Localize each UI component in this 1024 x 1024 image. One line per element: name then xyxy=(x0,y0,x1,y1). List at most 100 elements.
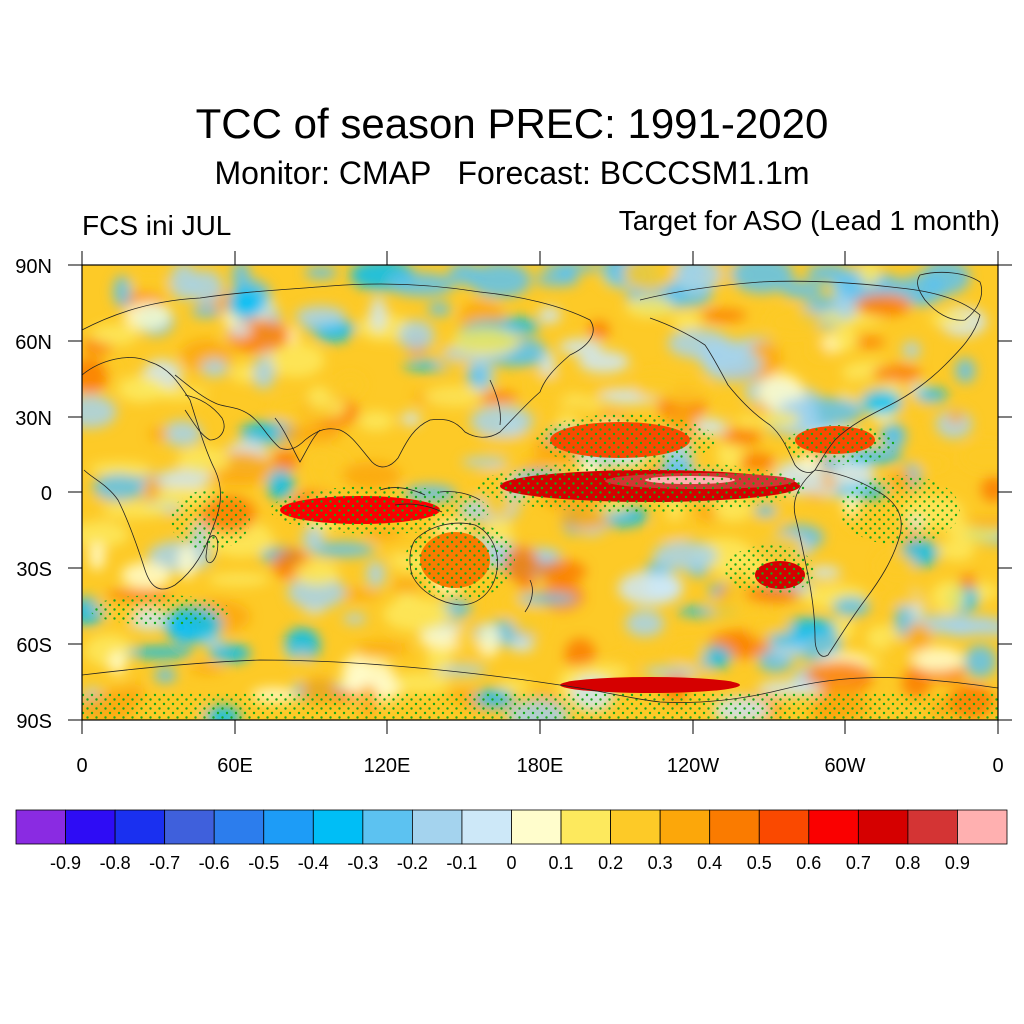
longitude-ticks xyxy=(81,251,999,734)
field-blob xyxy=(357,411,395,431)
lat-label-eq: 0 xyxy=(41,483,52,505)
colorbar-box xyxy=(461,809,512,845)
field-blob xyxy=(82,521,129,548)
field-blob xyxy=(559,338,603,356)
field-blob xyxy=(980,476,998,503)
field-blob xyxy=(392,578,421,597)
field-blob xyxy=(766,307,823,336)
plot-subtitle: Monitor: CMAP Forecast: BCCCSM1.1m xyxy=(214,155,810,191)
field-blob xyxy=(310,448,329,485)
field-blob xyxy=(916,387,948,403)
field-blob xyxy=(928,311,973,327)
field-blob xyxy=(191,305,221,318)
field-blob xyxy=(294,560,340,586)
target-label: Target for ASO (Lead 1 month) xyxy=(618,205,1000,236)
latitude-ticks xyxy=(68,264,1012,721)
field-blob xyxy=(558,265,577,282)
field-blob xyxy=(966,517,998,529)
field-blob xyxy=(930,581,966,613)
colorbar-label: 0.6 xyxy=(796,853,821,873)
colorbar-box xyxy=(114,809,166,845)
colorbar-label: -0.9 xyxy=(50,853,81,873)
eurasia-coast xyxy=(82,283,594,468)
field-blob xyxy=(102,502,168,519)
field-blob xyxy=(228,323,252,338)
colorbar-box xyxy=(907,809,958,845)
field-blob xyxy=(396,592,418,606)
field-blob xyxy=(894,604,913,637)
field-blob xyxy=(267,342,325,378)
field-blob xyxy=(129,383,172,396)
field-blob xyxy=(739,452,775,472)
field-blob xyxy=(287,575,346,609)
field-blob xyxy=(652,541,718,571)
lon-label-60e: 60E xyxy=(217,755,253,777)
field-blob xyxy=(974,616,994,627)
field-blob xyxy=(560,509,610,531)
field-blob xyxy=(121,279,185,292)
colorbar-box xyxy=(957,809,1008,845)
field-blob xyxy=(901,666,931,698)
field-blob xyxy=(942,614,980,638)
field-blob xyxy=(959,574,978,590)
field-blob xyxy=(831,326,858,352)
field-blob xyxy=(88,542,106,571)
field-blob xyxy=(357,314,412,342)
field-blob xyxy=(108,650,127,675)
field-blob xyxy=(509,638,535,652)
field-blob xyxy=(121,562,172,589)
field-blob xyxy=(200,358,229,377)
field-blob xyxy=(448,265,480,286)
lat-label-90s: 90S xyxy=(16,711,52,733)
field-blob xyxy=(511,607,547,638)
colorbar-box xyxy=(411,809,463,845)
colorbar-label: -0.8 xyxy=(100,853,131,873)
colorbar-label: 0.8 xyxy=(895,853,920,873)
field-blob xyxy=(717,436,743,471)
field-blob xyxy=(902,341,921,359)
field-blob xyxy=(805,660,874,694)
field-blob xyxy=(703,347,763,382)
field-blob xyxy=(308,542,375,558)
field-blob xyxy=(301,453,350,466)
field-blob xyxy=(700,309,747,322)
lat-label-60n: 60N xyxy=(15,332,52,354)
madagascar-coast xyxy=(205,535,219,564)
field-blob xyxy=(673,265,721,293)
lon-label-180e: 180E xyxy=(517,755,564,777)
plot-title: TCC of season PREC: 1991-2020 xyxy=(195,100,829,147)
field-blob xyxy=(960,441,998,472)
field-blob xyxy=(177,544,197,579)
colorbar-label: -0.3 xyxy=(347,853,378,873)
north-america-coast xyxy=(639,280,981,473)
colorbar-label: 0.9 xyxy=(945,853,970,873)
antarctica-coast xyxy=(82,659,998,703)
australia-coast xyxy=(409,522,498,606)
field-blob xyxy=(170,265,198,300)
colorbar-boxes xyxy=(15,809,1008,845)
maritime-continent-coast xyxy=(379,487,481,513)
field-blob xyxy=(497,679,530,693)
colorbar-labels: -0.9 -0.8 -0.7 -0.6 -0.5 -0.4 -0.3 -0.2 -0.1 0 0.1… xyxy=(50,853,970,873)
field-blob xyxy=(783,617,837,637)
colorbar-label: 0.1 xyxy=(549,853,574,873)
colorbar-box xyxy=(15,809,66,845)
field-blob xyxy=(231,363,255,383)
lat-label-30s: 30S xyxy=(16,559,52,581)
field-blob xyxy=(755,504,776,517)
field-blob xyxy=(855,336,885,348)
colorbar-box xyxy=(263,809,314,845)
colorbar-box xyxy=(758,809,810,845)
field-blob xyxy=(912,647,965,672)
africa-coast xyxy=(82,357,221,590)
field-blob xyxy=(655,518,691,542)
field-blob xyxy=(177,446,231,474)
colorbar-box xyxy=(164,809,215,845)
field-blob xyxy=(670,641,707,665)
field-blob xyxy=(756,411,801,428)
field-blob xyxy=(90,324,139,346)
initialization-label: FCS ini JUL xyxy=(82,210,232,241)
colorbar-box xyxy=(610,809,661,845)
lat-label-30n: 30N xyxy=(15,408,52,430)
south-america-coast xyxy=(793,469,902,657)
